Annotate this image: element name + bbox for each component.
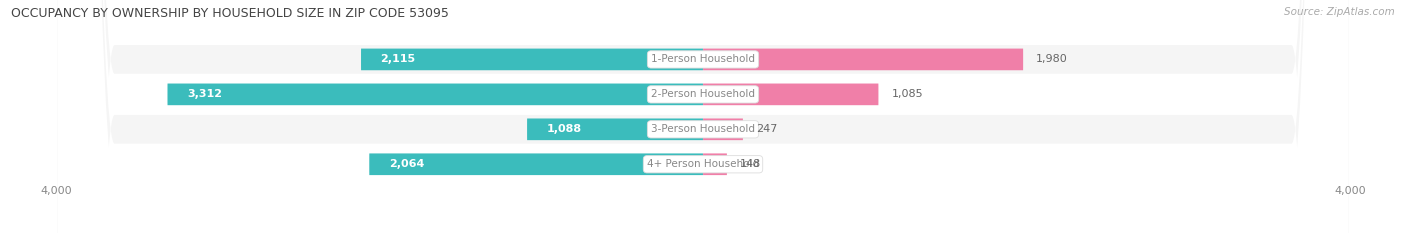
FancyBboxPatch shape bbox=[58, 0, 1348, 233]
FancyBboxPatch shape bbox=[58, 0, 1348, 233]
FancyBboxPatch shape bbox=[361, 49, 703, 70]
Text: 3-Person Household: 3-Person Household bbox=[651, 124, 755, 134]
FancyBboxPatch shape bbox=[703, 154, 727, 175]
Text: 3,312: 3,312 bbox=[187, 89, 222, 99]
Text: 1,088: 1,088 bbox=[547, 124, 582, 134]
FancyBboxPatch shape bbox=[58, 0, 1348, 233]
FancyBboxPatch shape bbox=[703, 118, 742, 140]
Text: 2,115: 2,115 bbox=[381, 55, 416, 64]
Text: 2-Person Household: 2-Person Household bbox=[651, 89, 755, 99]
FancyBboxPatch shape bbox=[703, 84, 879, 105]
FancyBboxPatch shape bbox=[370, 154, 703, 175]
Text: 148: 148 bbox=[740, 159, 761, 169]
FancyBboxPatch shape bbox=[167, 84, 703, 105]
FancyBboxPatch shape bbox=[58, 0, 1348, 233]
Text: OCCUPANCY BY OWNERSHIP BY HOUSEHOLD SIZE IN ZIP CODE 53095: OCCUPANCY BY OWNERSHIP BY HOUSEHOLD SIZE… bbox=[11, 7, 449, 20]
FancyBboxPatch shape bbox=[527, 118, 703, 140]
Text: 1,980: 1,980 bbox=[1036, 55, 1067, 64]
Text: 2,064: 2,064 bbox=[388, 159, 425, 169]
Legend: Owner-occupied, Renter-occupied: Owner-occupied, Renter-occupied bbox=[574, 230, 832, 233]
Text: 1-Person Household: 1-Person Household bbox=[651, 55, 755, 64]
Text: 1,085: 1,085 bbox=[891, 89, 922, 99]
Text: 4+ Person Household: 4+ Person Household bbox=[647, 159, 759, 169]
FancyBboxPatch shape bbox=[703, 49, 1024, 70]
Text: 247: 247 bbox=[756, 124, 778, 134]
Text: Source: ZipAtlas.com: Source: ZipAtlas.com bbox=[1284, 7, 1395, 17]
